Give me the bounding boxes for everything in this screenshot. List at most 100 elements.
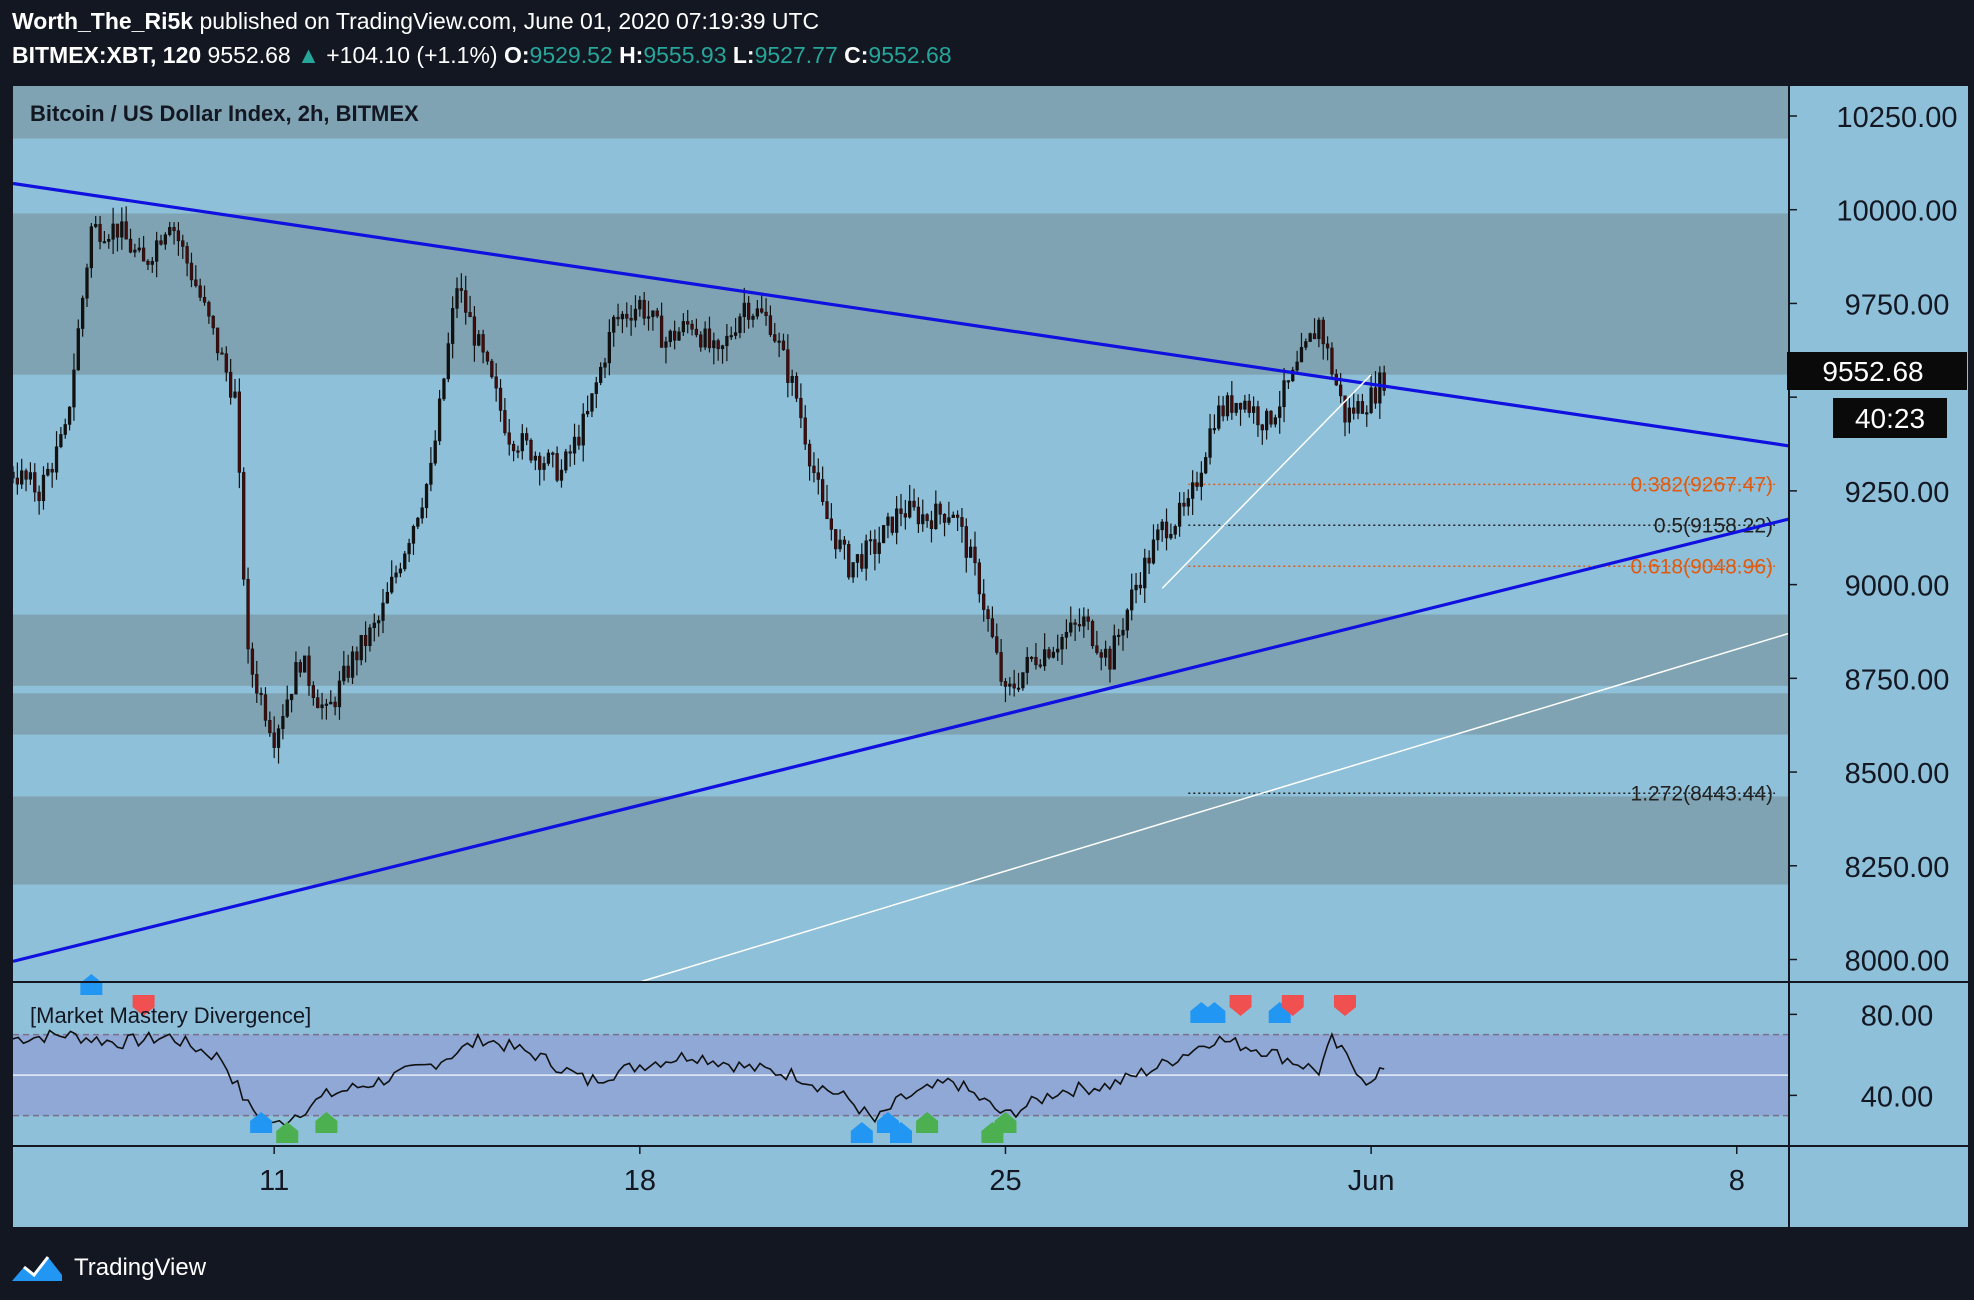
- candle-body: [908, 500, 912, 518]
- candle-body: [520, 433, 524, 452]
- candle-body: [1304, 341, 1308, 348]
- candle-body: [812, 465, 816, 474]
- candle-body: [324, 703, 329, 706]
- candle-body: [172, 227, 176, 232]
- candle-body: [1134, 584, 1138, 591]
- candle-body: [720, 345, 725, 350]
- candle-body: [464, 290, 468, 313]
- candle-body: [1382, 372, 1386, 391]
- candle-body: [350, 651, 355, 678]
- candle-body: [1186, 498, 1190, 507]
- candle-body: [168, 227, 172, 235]
- oscillator-line: [13, 1029, 1385, 1127]
- candle-body: [124, 221, 128, 240]
- candle-body: [781, 340, 786, 351]
- price-tick-label: 9000.00: [1845, 571, 1950, 603]
- candle-body: [646, 316, 651, 319]
- candle-body: [598, 366, 603, 383]
- candle-body: [272, 732, 276, 748]
- candle-body: [1130, 589, 1134, 611]
- candle-body: [1173, 526, 1177, 535]
- candle-body: [1034, 656, 1038, 666]
- candle-body: [13, 471, 15, 479]
- candle-body: [298, 662, 302, 673]
- candles-layer: [13, 206, 1386, 764]
- candle-body: [50, 468, 54, 473]
- candle-body: [1012, 683, 1016, 689]
- candle-body: [842, 539, 847, 545]
- oscillator-pane: [13, 1029, 1789, 1127]
- projected-support-line: [639, 632, 1790, 983]
- open-label: O:: [503, 42, 530, 68]
- candle-body: [1147, 557, 1151, 564]
- candle-body: [163, 234, 168, 245]
- fib-label-0.382: 0.382(9267.47): [1631, 473, 1773, 496]
- candle-body: [1356, 401, 1360, 414]
- candle-body: [1169, 534, 1173, 539]
- candle-body: [738, 316, 742, 333]
- zone-band: [13, 614, 1789, 686]
- candle-body: [1112, 635, 1116, 670]
- candle-body: [1347, 407, 1352, 423]
- candle-body: [468, 312, 472, 318]
- candle-body: [672, 330, 677, 341]
- author-name[interactable]: Worth_The_Ri5k: [12, 8, 194, 34]
- candle-body: [394, 572, 398, 578]
- candle-body: [1352, 407, 1356, 414]
- candle-body: [485, 351, 490, 362]
- bullish-divergence-marker: [1203, 1002, 1226, 1023]
- candle-body: [1299, 347, 1304, 363]
- candle-body: [67, 406, 72, 425]
- candle-body: [490, 360, 494, 378]
- candle-body: [1330, 347, 1334, 375]
- candle-body: [268, 719, 272, 734]
- candle-body: [1282, 380, 1286, 408]
- candle-body: [1160, 521, 1164, 531]
- candle-body: [768, 315, 773, 335]
- candle-body: [982, 593, 986, 610]
- candle-body: [1064, 631, 1069, 638]
- tradingview-footer[interactable]: TradingView: [10, 1248, 206, 1288]
- candle-body: [929, 520, 934, 529]
- candle-body: [1082, 616, 1086, 627]
- candle-body: [54, 446, 59, 473]
- candle-body: [1116, 634, 1121, 637]
- candle-body: [294, 662, 298, 695]
- candle-body: [307, 655, 311, 686]
- price-chart[interactable]: 0.382(9267.47)0.5(9158.22)0.618(9048.96)…: [13, 86, 1968, 1227]
- candle-body: [477, 334, 481, 346]
- candle-body: [1295, 361, 1299, 371]
- candle-body: [120, 221, 124, 238]
- candle-body: [764, 311, 768, 316]
- candle-body: [189, 262, 194, 281]
- time-tick-label: 18: [624, 1165, 656, 1197]
- candle-body: [990, 618, 995, 637]
- candle-body: [868, 539, 873, 542]
- candle-body: [703, 328, 707, 348]
- price-tick-label: 8000.00: [1845, 946, 1950, 978]
- candle-body: [494, 376, 498, 389]
- candle-body: [694, 328, 699, 336]
- candle-body: [1021, 672, 1025, 689]
- candle-body: [390, 576, 394, 593]
- candle-body: [1286, 380, 1291, 383]
- candle-body: [524, 433, 529, 441]
- candle-body: [194, 279, 198, 287]
- candle-body: [1338, 384, 1343, 397]
- chart-title: Bitcoin / US Dollar Index, 2h, BITMEX: [30, 101, 419, 126]
- candle-body: [220, 352, 224, 355]
- candle-body: [612, 316, 616, 333]
- candle-body: [807, 443, 812, 467]
- bullish-divergence-marker: [80, 974, 103, 995]
- candle-body: [242, 472, 246, 580]
- candle-body: [329, 701, 333, 705]
- price-tick-label: 10000.00: [1837, 196, 1958, 228]
- divergence-markers-layer: [80, 974, 1356, 1143]
- candle-body: [725, 335, 729, 347]
- candle-body: [886, 516, 890, 526]
- candle-body: [890, 516, 894, 533]
- candle-body: [1156, 529, 1160, 541]
- fib-anchor-line: [1161, 374, 1372, 589]
- candle-body: [551, 452, 555, 455]
- candle-body: [176, 230, 181, 242]
